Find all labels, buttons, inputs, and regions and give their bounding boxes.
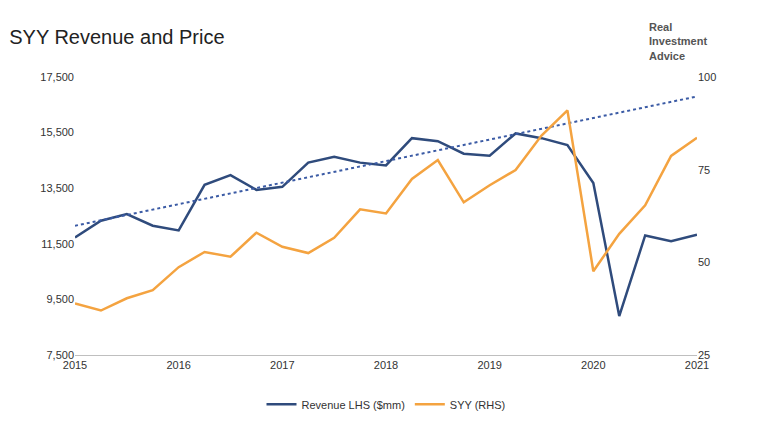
svg-text:Revenue LHS ($mm): Revenue LHS ($mm): [302, 399, 405, 411]
svg-text:RealInvestmentAdvice: RealInvestmentAdvice: [649, 21, 707, 62]
svg-text:2015: 2015: [63, 359, 87, 371]
svg-text:2021: 2021: [685, 359, 709, 371]
svg-text:SYY (RHS): SYY (RHS): [450, 399, 505, 411]
svg-text:9,500: 9,500: [46, 293, 74, 305]
svg-text:100: 100: [698, 71, 716, 83]
svg-text:2016: 2016: [166, 359, 190, 371]
svg-text:2017: 2017: [270, 359, 294, 371]
svg-text:7,500: 7,500: [46, 349, 74, 361]
svg-text:2019: 2019: [477, 359, 501, 371]
svg-text:11,500: 11,500: [41, 238, 74, 250]
svg-text:15,500: 15,500: [40, 126, 74, 138]
svg-text:SYY Revenue and Price: SYY Revenue and Price: [9, 26, 224, 48]
svg-text:25: 25: [698, 349, 710, 361]
svg-text:2018: 2018: [374, 359, 398, 371]
svg-text:50: 50: [698, 256, 710, 268]
svg-text:75: 75: [698, 164, 710, 176]
svg-text:13,500: 13,500: [40, 182, 74, 194]
svg-text:2020: 2020: [581, 359, 605, 371]
svg-text:17,500: 17,500: [40, 71, 74, 83]
